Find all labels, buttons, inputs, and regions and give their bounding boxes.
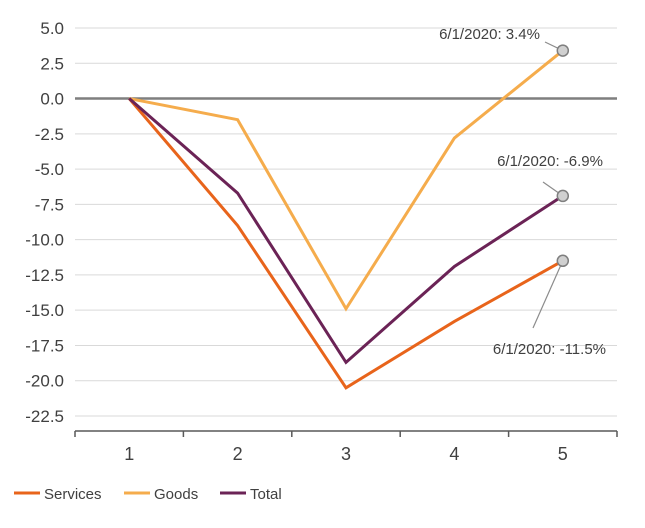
x-tick-label: 1 — [124, 444, 134, 464]
grid-lines — [75, 27, 617, 417]
y-tick-label: -15.0 — [25, 301, 64, 320]
y-tick-label: 5.0 — [40, 19, 64, 38]
y-tick-label: -20.0 — [25, 372, 64, 391]
annotation-marker — [556, 254, 570, 268]
legend-label-services: Services — [44, 486, 102, 503]
x-tick-label: 3 — [341, 444, 351, 464]
annotation-marker — [556, 189, 570, 203]
annotation-label: 6/1/2020: -11.5% — [493, 341, 606, 358]
legend-label-total: Total — [250, 486, 282, 503]
y-axis-tick-labels: 5.0 2.5 0.0 -2.5 -5.0 -7.5 -10.0 -12.5 -15.0 -17.… — [25, 19, 64, 426]
annotations: 6/1/2020: 3.4% 6/1/2020: -6.9% 6/1/2020: -… — [439, 26, 606, 358]
y-tick-label: -7.5 — [35, 195, 64, 214]
y-tick-label: 2.5 — [40, 54, 64, 73]
series-line-services — [128, 97, 564, 390]
series-line-goods — [128, 49, 564, 312]
series-line-total — [128, 97, 564, 365]
y-tick-label: -22.5 — [25, 407, 64, 426]
x-axis: 1 2 3 4 5 — [74, 430, 618, 464]
series-lines — [128, 49, 564, 390]
annotation-label: 6/1/2020: 3.4% — [439, 26, 540, 43]
annotation-leader-line — [532, 260, 564, 329]
y-tick-label: -10.0 — [25, 231, 64, 250]
x-tick-label: 4 — [449, 444, 459, 464]
annotation-marker — [556, 44, 570, 57]
y-tick-label: -2.5 — [35, 125, 64, 144]
y-tick-label: -12.5 — [25, 266, 64, 285]
x-tick-label: 2 — [233, 444, 243, 464]
y-tick-label: 0.0 — [40, 90, 64, 109]
y-tick-label: -17.5 — [25, 336, 64, 355]
legend: Services Goods Total — [14, 486, 282, 503]
x-tick-label: 5 — [558, 444, 568, 464]
annotation-label: 6/1/2020: -6.9% — [497, 153, 603, 170]
y-tick-label: -5.0 — [35, 160, 64, 179]
legend-label-goods: Goods — [154, 486, 198, 503]
